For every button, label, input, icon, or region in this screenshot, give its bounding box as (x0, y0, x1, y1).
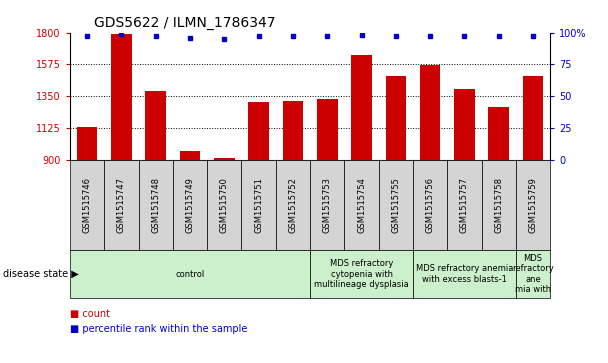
Bar (413, 160, 447, 250)
Text: disease state ▶: disease state ▶ (3, 269, 79, 279)
Bar (145, 90, 166, 160)
Bar (379, 160, 413, 250)
Text: GDS5622 / ILMN_1786347: GDS5622 / ILMN_1786347 (94, 16, 275, 30)
Text: GSM1515746: GSM1515746 (83, 177, 92, 233)
Bar (310, 160, 344, 250)
Text: GSM1515756: GSM1515756 (426, 177, 435, 233)
Bar (207, 160, 241, 250)
Bar (173, 160, 207, 250)
Bar (317, 99, 337, 160)
Bar (310, 250, 413, 298)
Bar (283, 101, 303, 160)
Bar (70, 160, 104, 250)
Bar (351, 55, 372, 160)
Bar (447, 160, 482, 250)
Bar (523, 77, 544, 160)
Bar (77, 127, 97, 160)
Bar (454, 89, 475, 160)
Bar (344, 160, 379, 250)
Bar (104, 160, 139, 250)
Text: GSM1515754: GSM1515754 (357, 177, 366, 233)
Bar (516, 160, 550, 250)
Text: GSM1515755: GSM1515755 (392, 177, 400, 233)
Text: ■ percentile rank within the sample: ■ percentile rank within the sample (70, 323, 247, 334)
Text: MDS refractory anemia
with excess blasts-1: MDS refractory anemia with excess blasts… (416, 264, 513, 284)
Text: GSM1515749: GSM1515749 (185, 177, 195, 233)
Text: GSM1515759: GSM1515759 (528, 177, 537, 233)
Text: GSM1515750: GSM1515750 (220, 177, 229, 233)
Bar (139, 160, 173, 250)
Bar (488, 107, 509, 160)
Text: GSM1515747: GSM1515747 (117, 177, 126, 233)
Bar (214, 158, 235, 160)
Text: MDS refractory
cytopenia with
multilineage dysplasia: MDS refractory cytopenia with multilinea… (314, 259, 409, 289)
Bar (111, 34, 132, 160)
Text: control: control (175, 270, 205, 278)
Bar (248, 102, 269, 160)
Text: GSM1515748: GSM1515748 (151, 177, 160, 233)
Bar (241, 160, 276, 250)
Text: MDS
refractory
ane
mia with: MDS refractory ane mia with (512, 254, 554, 294)
Text: GSM1515758: GSM1515758 (494, 177, 503, 233)
Bar (180, 151, 200, 160)
Bar (70, 250, 310, 298)
Bar (516, 250, 550, 298)
Bar (385, 77, 406, 160)
Text: GSM1515751: GSM1515751 (254, 177, 263, 233)
Text: ■ count: ■ count (70, 309, 110, 319)
Bar (482, 160, 516, 250)
Text: GSM1515752: GSM1515752 (288, 177, 297, 233)
Bar (420, 65, 440, 160)
Text: GSM1515757: GSM1515757 (460, 177, 469, 233)
Bar (276, 160, 310, 250)
Text: GSM1515753: GSM1515753 (323, 177, 332, 233)
Bar (413, 250, 516, 298)
